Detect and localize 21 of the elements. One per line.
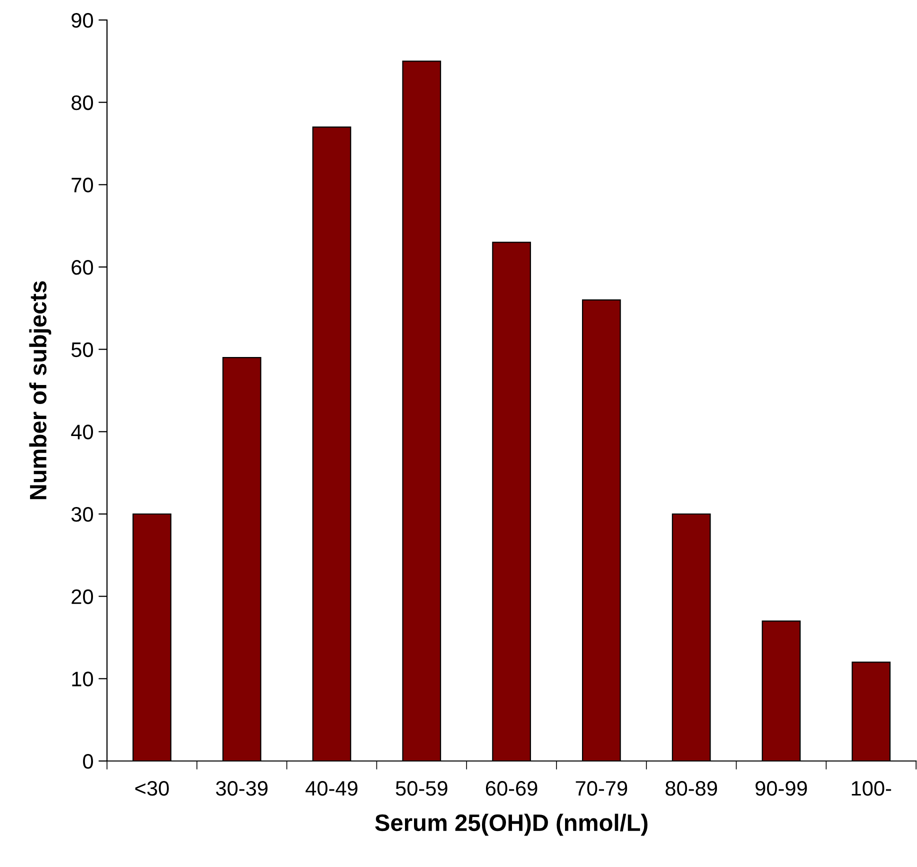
y-tick-label: 40 [71, 424, 93, 440]
y-tick-label: 0 [83, 754, 93, 769]
y-tick-label: 70 [72, 178, 93, 192]
x-tick-label: 70-79 [576, 780, 628, 796]
y-tick-label: 10 [72, 672, 93, 686]
y-axis-title: Number of subjects [29, 281, 52, 500]
y-tick-label: 30 [71, 507, 93, 522]
x-tick-label: 60-69 [486, 780, 538, 796]
y-tick-label: 20 [72, 589, 93, 604]
x-tick-label: 80-89 [666, 780, 717, 796]
x-tick-label: 40-49 [306, 780, 358, 796]
x-axis-title: Serum 25(OH)D (nmol/L) [375, 814, 648, 836]
x-tick-label: 90-99 [756, 780, 807, 796]
x-tick-label: <30 [135, 780, 169, 796]
y-tick-label: 80 [72, 95, 93, 110]
y-tick-label: 60 [72, 260, 93, 275]
y-tick-label: 50 [71, 342, 93, 358]
x-tick-label: 30-39 [216, 780, 268, 796]
y-tick-label: 90 [72, 13, 93, 28]
x-tick-label: 50-59 [396, 780, 448, 796]
x-tick-label: 100- [852, 780, 892, 796]
